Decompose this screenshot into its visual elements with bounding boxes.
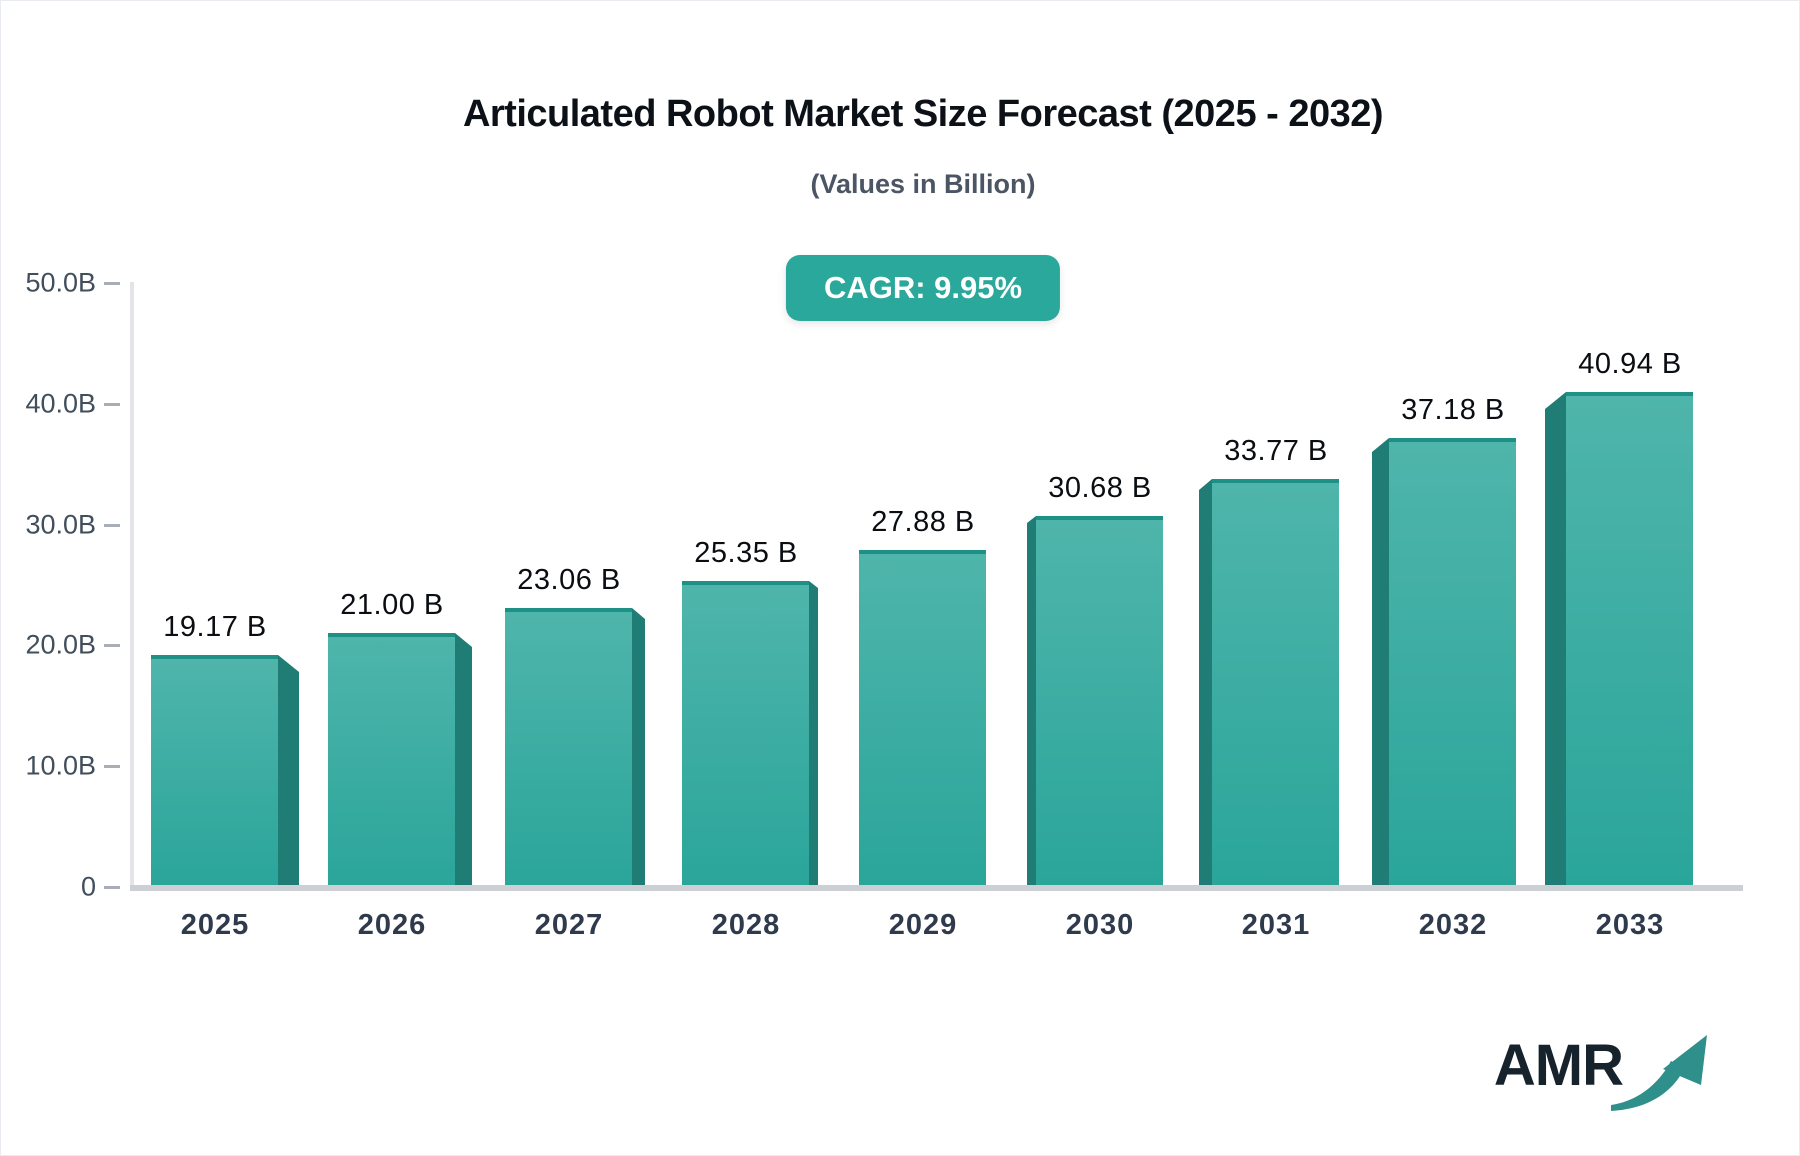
- y-axis-line: [130, 282, 134, 888]
- bar-value-label: 30.68 B: [1048, 472, 1152, 504]
- bar-2028: [682, 581, 809, 887]
- bar-2031: [1212, 479, 1339, 887]
- bar-2027: [505, 608, 632, 887]
- bar-2032: [1389, 438, 1516, 887]
- y-axis-tick-label: 10.0B: [25, 750, 96, 781]
- bar-2033: [1566, 392, 1693, 887]
- amr-logo: AMR: [1493, 1033, 1713, 1117]
- bar-value-label: 33.77 B: [1224, 435, 1328, 467]
- bar-side-face-2027: [632, 608, 645, 887]
- bar-value-label: 21.00 B: [340, 589, 444, 621]
- y-axis-tick-label: 50.0B: [25, 267, 96, 298]
- x-axis-label-2028: 2028: [711, 909, 781, 941]
- bar-side-face-2031: [1199, 479, 1212, 887]
- bar-value-label: 27.88 B: [871, 506, 975, 538]
- y-axis-tick-label: 20.0B: [25, 629, 96, 660]
- y-axis-tick: [104, 403, 120, 406]
- x-axis-label-2032: 2032: [1418, 909, 1488, 941]
- x-axis-label-2029: 2029: [888, 909, 958, 941]
- bar-value-label: 25.35 B: [694, 537, 798, 569]
- bar-2026: [328, 633, 455, 887]
- x-axis-label-2030: 2030: [1065, 909, 1135, 941]
- x-axis-label-2027: 2027: [534, 909, 604, 941]
- x-axis-label-2031: 2031: [1241, 909, 1311, 941]
- bar-side-face-2026: [455, 633, 472, 887]
- y-axis-tick: [104, 524, 120, 527]
- amr-logo-text: AMR: [1493, 1033, 1624, 1098]
- bar-value-label: 23.06 B: [517, 564, 621, 596]
- y-axis-tick-label: 30.0B: [25, 509, 96, 540]
- x-axis-label-2025: 2025: [180, 909, 250, 941]
- bar-2030: [1036, 516, 1163, 887]
- bar-value-label: 40.94 B: [1578, 348, 1682, 380]
- bar-2025: [151, 655, 278, 887]
- x-axis-baseline: [130, 885, 1743, 891]
- bar-side-face-2030: [1027, 516, 1036, 887]
- x-axis-label-2033: 2033: [1595, 909, 1665, 941]
- bar-side-face-2032: [1372, 438, 1389, 887]
- x-axis-label-2026: 2026: [357, 909, 427, 941]
- bar-value-label: 37.18 B: [1401, 394, 1505, 426]
- y-axis-tick: [104, 765, 120, 768]
- bar-side-face-2025: [278, 655, 299, 887]
- y-axis-tick: [104, 886, 120, 889]
- y-axis-tick: [104, 282, 120, 285]
- growth-arrow-icon: [1611, 1035, 1707, 1111]
- bar-2029: [859, 550, 986, 887]
- cagr-badge: CAGR: 9.95%: [785, 255, 1061, 321]
- chart-subtitle: (Values in Billion): [810, 169, 1036, 199]
- y-axis-tick-label: 0: [80, 871, 96, 902]
- y-axis-tick: [104, 644, 120, 647]
- chart-title: Articulated Robot Market Size Forecast (…: [462, 93, 1384, 135]
- bar-side-face-2033: [1545, 392, 1566, 887]
- bar-side-face-2028: [809, 581, 818, 887]
- bar-value-label: 19.17 B: [163, 611, 267, 643]
- y-axis-tick-label: 40.0B: [25, 388, 96, 419]
